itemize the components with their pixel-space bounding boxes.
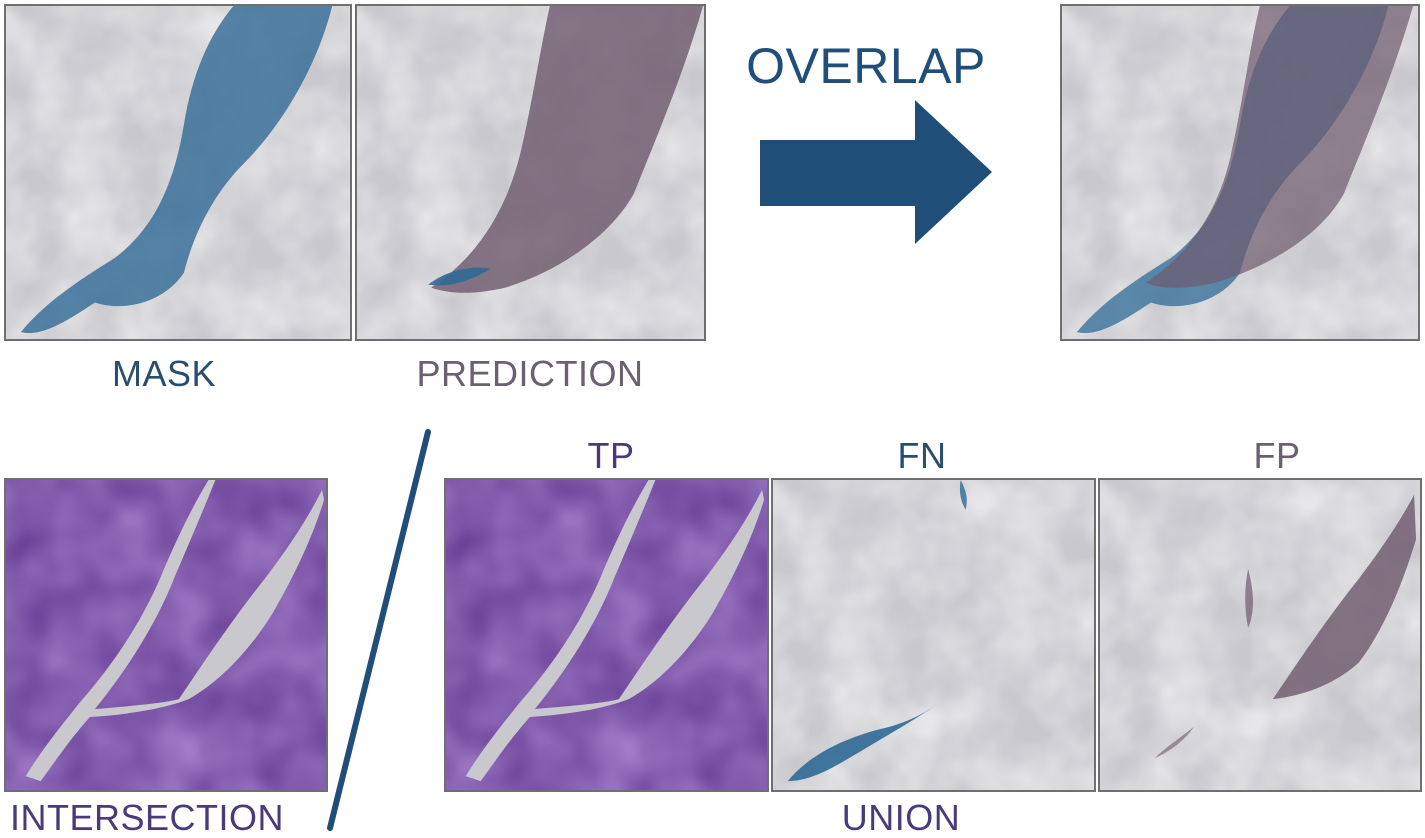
fn-region (787, 705, 936, 782)
fp-image-panel (1098, 478, 1422, 792)
intersection-image (6, 480, 326, 790)
union-label: UNION (841, 797, 961, 838)
tp-label: TP (587, 435, 635, 476)
fn-label: FN (897, 435, 947, 476)
prediction-region (431, 6, 704, 293)
prediction-label: PREDICTION (416, 353, 644, 394)
mask-image (6, 6, 350, 339)
fp-region (1272, 494, 1417, 700)
intersection-label: INTERSECTION (10, 797, 285, 838)
prediction-image (357, 6, 704, 339)
overlap-arrow-icon (760, 100, 992, 244)
fp-image (1100, 480, 1420, 790)
fn-image (773, 480, 1094, 790)
fp-label: FP (1253, 435, 1301, 476)
divider-line (327, 429, 431, 831)
overlap-image-panel (1060, 4, 1420, 341)
tp-image-panel (444, 478, 769, 792)
overlap-label: OVERLAP (746, 38, 986, 94)
overlap-image (1062, 6, 1418, 339)
mask-image-panel (4, 4, 352, 341)
fn-image-panel (771, 478, 1096, 792)
tp-region (465, 480, 765, 782)
intersection-region (25, 480, 325, 782)
mask-label: MASK (111, 353, 217, 394)
intersection-image-panel (4, 478, 328, 792)
tp-image (446, 480, 767, 790)
prediction-image-panel (355, 4, 706, 341)
mask-region (20, 6, 333, 334)
